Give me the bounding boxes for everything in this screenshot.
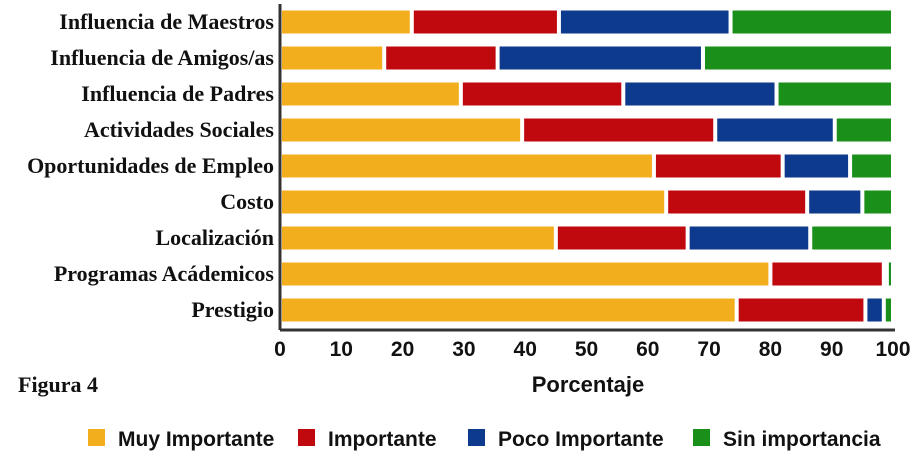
bar-costo-importante bbox=[667, 189, 807, 215]
bar-influencia-de-maestros-muy-importante bbox=[281, 9, 411, 35]
category-label-costo: Costo bbox=[220, 189, 274, 214]
category-label-influencia-de-maestros: Influencia de Maestros bbox=[59, 9, 274, 34]
legend-swatch-muy-importante bbox=[88, 429, 105, 446]
bar-costo-sin-importancia bbox=[863, 189, 892, 215]
bar-localizacion-muy-importante bbox=[281, 225, 555, 251]
bar-influencia-de-amigos-as-sin-importancia bbox=[703, 45, 892, 71]
bar-prestigio-poco-importante bbox=[866, 297, 883, 323]
figure-caption: Figura 4 bbox=[18, 372, 98, 397]
bar-influencia-de-maestros-poco-importante bbox=[559, 9, 730, 35]
category-labels: Influencia de Maestros Influencia de Amig… bbox=[27, 9, 274, 322]
bar-prestigio-importante bbox=[737, 297, 865, 323]
bar-oportunidades-de-empleo-muy-importante bbox=[281, 153, 653, 179]
x-tick-30: 30 bbox=[452, 338, 475, 361]
legend-item-importante: Importante bbox=[298, 428, 437, 451]
bar-influencia-de-padres-poco-importante bbox=[624, 81, 776, 107]
bar-prestigio-muy-importante bbox=[281, 297, 736, 323]
legend-item-sin-importancia: Sin importancia bbox=[693, 428, 881, 451]
bar-influencia-de-maestros-sin-importancia bbox=[731, 9, 892, 35]
x-tick-100: 100 bbox=[875, 338, 910, 361]
bar-programas-academicos-muy-importante bbox=[281, 261, 770, 287]
x-tick-0: 0 bbox=[274, 338, 286, 361]
legend-item-muy-importante: Muy Importante bbox=[88, 428, 274, 451]
legend-label-sin-importancia: Sin importancia bbox=[723, 428, 881, 451]
x-axis-label: Porcentaje bbox=[532, 372, 645, 397]
bar-influencia-de-maestros-importante bbox=[412, 9, 558, 35]
legend-swatch-poco-importante bbox=[468, 429, 485, 446]
category-label-programas-academicos: Programas Acádemicos bbox=[54, 261, 275, 286]
x-tick-40: 40 bbox=[514, 338, 537, 361]
x-ticks: 0 10 20 30 40 50 60 70 80 90 100 bbox=[274, 338, 910, 361]
legend: Muy Importante Importante Poco Importante S… bbox=[88, 428, 881, 451]
bar-actividades-sociales-poco-importante bbox=[716, 117, 834, 143]
legend-swatch-importante bbox=[298, 429, 315, 446]
x-tick-80: 80 bbox=[759, 338, 782, 361]
bar-influencia-de-amigos-as-muy-importante bbox=[281, 45, 384, 71]
bar-costo-poco-importante bbox=[808, 189, 862, 215]
bar-influencia-de-amigos-as-poco-importante bbox=[498, 45, 702, 71]
bar-localizacion-importante bbox=[556, 225, 687, 251]
bar-actividades-sociales-muy-importante bbox=[281, 117, 522, 143]
bar-influencia-de-amigos-as-importante bbox=[385, 45, 497, 71]
bar-programas-academicos-importante bbox=[771, 261, 883, 287]
bar-actividades-sociales-sin-importancia bbox=[835, 117, 893, 143]
category-label-actividades-sociales: Actividades Sociales bbox=[84, 117, 274, 142]
bar-influencia-de-padres-importante bbox=[461, 81, 623, 107]
x-tick-20: 20 bbox=[391, 338, 414, 361]
legend-label-poco-importante: Poco Importante bbox=[498, 428, 664, 451]
bar-actividades-sociales-importante bbox=[523, 117, 715, 143]
category-label-influencia-de-padres: Influencia de Padres bbox=[81, 81, 274, 106]
x-tick-70: 70 bbox=[697, 338, 720, 361]
x-tick-60: 60 bbox=[636, 338, 659, 361]
bars-layer bbox=[281, 9, 893, 323]
legend-label-muy-importante: Muy Importante bbox=[118, 428, 274, 451]
legend-item-poco-importante: Poco Importante bbox=[468, 428, 664, 451]
category-label-localizacion: Localización bbox=[155, 225, 274, 250]
legend-swatch-sin-importancia bbox=[693, 429, 710, 446]
category-label-influencia-de-amigos-as: Influencia de Amigos/as bbox=[50, 45, 274, 70]
bar-prestigio-sin-importancia bbox=[884, 297, 892, 323]
bar-oportunidades-de-empleo-importante bbox=[654, 153, 782, 179]
bar-influencia-de-padres-muy-importante bbox=[281, 81, 460, 107]
bar-oportunidades-de-empleo-sin-importancia bbox=[851, 153, 893, 179]
bar-localizacion-sin-importancia bbox=[811, 225, 892, 251]
legend-label-importante: Importante bbox=[328, 428, 437, 451]
category-label-prestigio: Prestigio bbox=[191, 297, 274, 322]
bar-localizacion-poco-importante bbox=[688, 225, 810, 251]
x-tick-10: 10 bbox=[330, 338, 353, 361]
bar-oportunidades-de-empleo-poco-importante bbox=[783, 153, 850, 179]
bar-influencia-de-padres-sin-importancia bbox=[777, 81, 893, 107]
bar-programas-academicos-sin-importancia bbox=[887, 261, 892, 287]
bar-costo-muy-importante bbox=[281, 189, 666, 215]
category-label-oportunidades-de-empleo: Oportunidades de Empleo bbox=[27, 153, 274, 178]
x-tick-50: 50 bbox=[575, 338, 598, 361]
x-tick-90: 90 bbox=[820, 338, 843, 361]
